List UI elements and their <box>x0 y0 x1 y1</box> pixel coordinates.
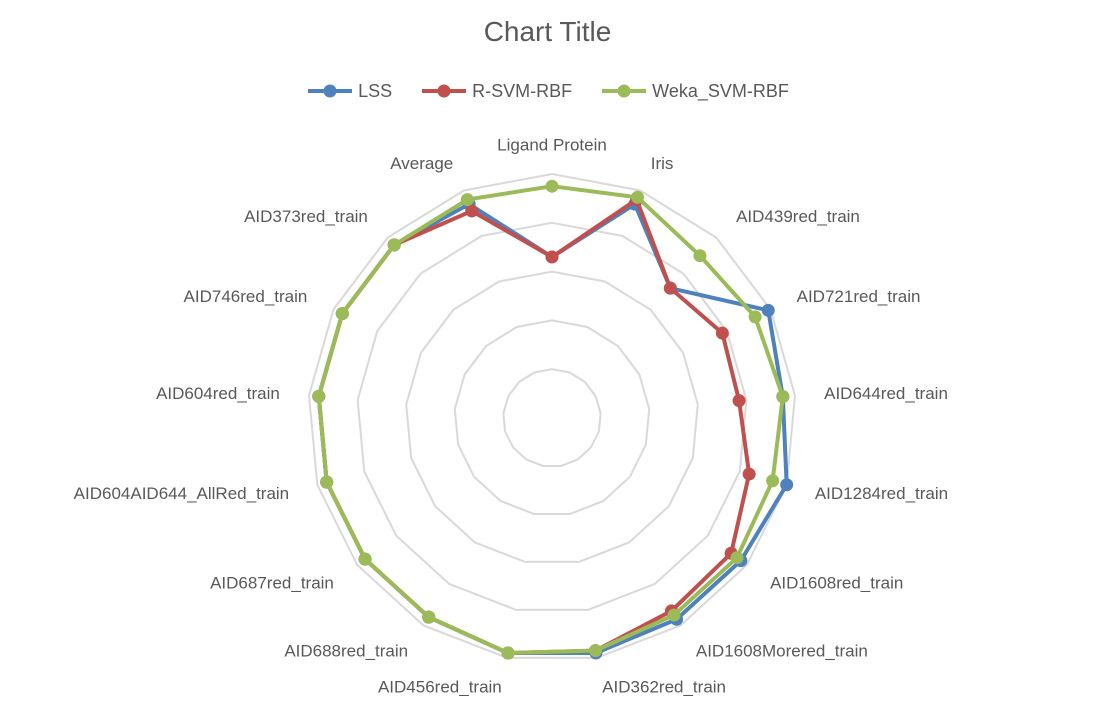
grid-ring <box>453 319 651 515</box>
category-label: AID721red_train <box>797 287 921 306</box>
legend-item: LSS <box>306 78 392 104</box>
category-label: AID373red_train <box>244 207 368 226</box>
grid-ring <box>405 270 699 563</box>
data-point <box>748 310 762 324</box>
data-point <box>320 475 334 489</box>
category-label: AID1608red_train <box>770 574 903 593</box>
data-point <box>422 610 436 624</box>
data-point <box>312 389 326 403</box>
data-point <box>693 249 707 263</box>
category-label: AID604AID644_AllRed_train <box>74 484 289 503</box>
category-label: AID604red_train <box>156 384 280 403</box>
category-label: AID1608Morered_train <box>696 641 868 660</box>
data-point <box>715 326 729 340</box>
grid-ring <box>502 368 602 467</box>
category-label: AID456red_train <box>378 678 502 697</box>
data-point <box>663 281 677 295</box>
chart-title: Chart Title <box>483 16 612 47</box>
data-point <box>732 394 746 408</box>
radar-grid <box>308 172 796 659</box>
data-point <box>780 478 794 492</box>
legend-label: Weka_SVM-RBF <box>652 80 789 101</box>
category-label: AID688red_train <box>284 641 408 660</box>
category-label: Ligand Protein <box>497 136 607 155</box>
data-point <box>460 193 474 207</box>
data-point <box>545 179 559 193</box>
data-point <box>742 467 756 481</box>
data-point <box>358 552 372 566</box>
grid-ring <box>308 172 796 659</box>
series-line <box>316 197 752 656</box>
series-line <box>316 184 785 656</box>
data-point <box>335 307 349 321</box>
category-label: AID644red_train <box>824 384 948 403</box>
data-point <box>588 644 602 658</box>
category-label: AID1284red_train <box>815 484 948 503</box>
legend-swatch <box>602 84 647 98</box>
legend-label: LSS <box>358 80 393 101</box>
category-label: AID687red_train <box>210 574 334 593</box>
legend: LSS R-SVM-RBF Weka_SVM-RBF <box>0 78 1095 104</box>
legend-item: R-SVM-RBF <box>420 78 572 104</box>
data-point <box>465 204 479 218</box>
series-Weka_SVM-RBF <box>312 179 790 660</box>
legend-swatch <box>308 84 353 98</box>
data-point <box>630 190 644 204</box>
category-label: AID746red_train <box>184 287 308 306</box>
category-label: AID362red_train <box>602 678 726 697</box>
grid-ring <box>356 221 748 611</box>
legend-item: Weka_SVM-RBF <box>600 78 789 104</box>
data-point <box>730 551 744 565</box>
category-labels: Ligand Protein Iris AID439red_train AID721r… <box>74 136 948 697</box>
data-point <box>761 303 775 317</box>
category-label: Average <box>390 154 453 173</box>
legend-swatch <box>422 84 467 98</box>
data-point <box>776 390 790 404</box>
data-point <box>766 474 780 488</box>
legend-label: R-SVM-RBF <box>472 80 573 101</box>
category-label: AID439red_train <box>736 207 860 226</box>
radar-series <box>312 179 794 660</box>
data-point <box>667 608 681 622</box>
category-label: Iris <box>651 154 674 173</box>
data-point <box>387 238 401 252</box>
data-point <box>545 250 559 264</box>
data-point <box>501 646 515 660</box>
